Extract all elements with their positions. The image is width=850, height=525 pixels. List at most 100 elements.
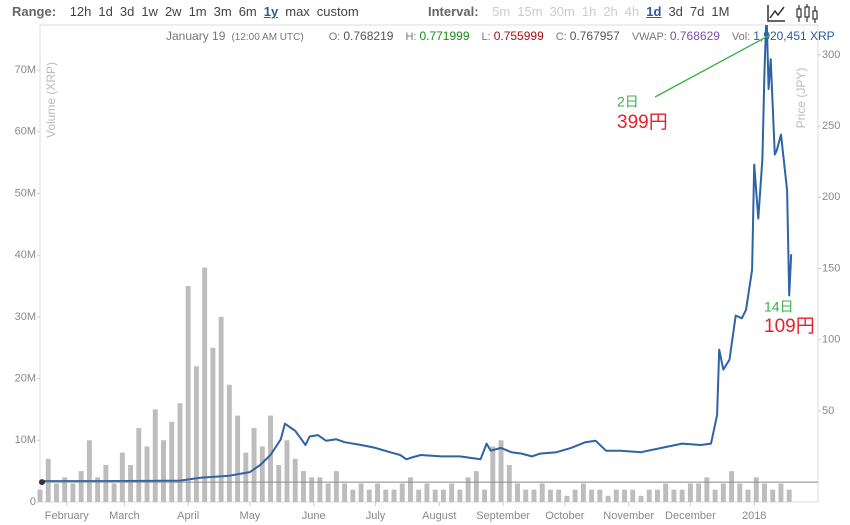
y-axis-label: Volume (XRP) — [44, 62, 58, 138]
volume-bar — [762, 483, 767, 502]
y-tick-label: 20M — [15, 372, 36, 384]
volume-bar — [177, 403, 183, 502]
volume-bar — [259, 446, 265, 502]
volume-bar — [671, 489, 677, 502]
volume-bar — [78, 471, 84, 502]
volume-bar — [119, 452, 125, 502]
range-option[interactable]: 2w — [164, 4, 182, 19]
volume-bar — [482, 489, 488, 502]
range-option[interactable]: 1y — [263, 4, 279, 19]
volume-bar — [786, 489, 792, 502]
range-option[interactable]: 1d — [98, 4, 113, 19]
volume-bar — [342, 483, 348, 502]
interval-option[interactable]: 1M — [711, 4, 730, 19]
range-option[interactable]: 3d — [119, 4, 135, 19]
volume-bar — [185, 286, 191, 502]
chart-type-icons — [767, 4, 818, 23]
quote-label: O: — [328, 31, 341, 43]
volume-bar — [498, 440, 504, 502]
interval-option[interactable]: 1d — [646, 4, 662, 19]
range-option[interactable]: 6m — [238, 4, 257, 19]
volume-bar — [408, 477, 413, 502]
quote-time: (12:00 AM UTC) — [231, 32, 304, 43]
volume-bar — [506, 464, 512, 502]
volume-bar — [70, 483, 76, 502]
volume-bar — [605, 495, 611, 502]
range-option[interactable]: 1m — [188, 4, 207, 19]
candlestick-icon[interactable] — [796, 4, 818, 23]
range-option[interactable]: custom — [316, 4, 359, 19]
baseline-dot — [39, 479, 45, 486]
volume-bar — [161, 440, 166, 502]
interval-selector: Interval: 5m 15m 30m 1h 2h 4h 1d 3d 7d 1M — [428, 4, 736, 22]
y2-axis-label: Price (JPY) — [794, 68, 808, 129]
volume-bar — [490, 446, 496, 502]
volume-bar — [729, 471, 735, 502]
volume-bar — [292, 458, 298, 502]
volume-bar — [745, 489, 751, 502]
range-option[interactable]: 1w — [141, 4, 158, 19]
y2-tick-label: 200 — [822, 191, 840, 203]
y2-tick-label: 250 — [822, 120, 840, 132]
volume-bar — [86, 440, 92, 502]
volume-bar — [309, 477, 315, 502]
quote-value: 0.768629 — [669, 29, 720, 43]
volume-bar — [737, 483, 743, 502]
y-tick-label: 60M — [15, 126, 36, 138]
x-tick-label: November — [603, 510, 654, 522]
volume-bar — [704, 477, 710, 502]
interval-option[interactable]: 15m — [517, 4, 543, 19]
x-tick-label: April — [177, 510, 199, 522]
volume-bar — [169, 421, 175, 502]
volume-bar — [679, 489, 685, 502]
volume-bar — [325, 483, 331, 502]
interval-option[interactable]: 30m — [549, 4, 575, 19]
x-tick-label: 2018 — [742, 510, 766, 522]
volume-bar — [449, 483, 455, 502]
x-tick-label: August — [422, 510, 456, 522]
quote-value: 0.768219 — [343, 29, 394, 43]
volume-bar — [654, 489, 660, 502]
volume-bar — [712, 489, 718, 502]
price-lines — [40, 25, 793, 483]
volume-bar — [696, 483, 702, 502]
volume-bar — [284, 440, 290, 502]
interval-option[interactable]: 7d — [689, 4, 705, 19]
x-tick-label: June — [302, 510, 326, 522]
volume-bar — [753, 477, 759, 502]
volume-bar — [136, 427, 142, 502]
volume-bar — [580, 483, 586, 502]
interval-option[interactable]: 5m — [492, 4, 511, 19]
interval-option[interactable]: 4h — [624, 4, 640, 19]
y-tick-label: 10M — [15, 434, 36, 446]
volume-bar — [202, 267, 208, 502]
line-chart-icon[interactable] — [767, 5, 785, 22]
range-option[interactable]: 3m — [213, 4, 232, 19]
interval-option[interactable]: 1h — [581, 4, 597, 19]
range-option[interactable]: max — [285, 4, 310, 19]
quote-value: 0.755999 — [493, 29, 544, 43]
interval-option[interactable]: 2h — [603, 4, 618, 19]
quote-label: H: — [405, 31, 417, 43]
volume-bar — [268, 415, 273, 502]
volume-bar — [663, 483, 669, 502]
volume-bar — [366, 489, 372, 502]
y-tick-label: 40M — [15, 249, 36, 261]
volume-bar — [391, 489, 397, 502]
volume-bar — [226, 384, 232, 502]
interval-option[interactable]: 3d — [668, 4, 683, 19]
volume-bar — [375, 483, 381, 502]
volume-bar — [424, 483, 430, 502]
y-tick-label: 30M — [15, 311, 36, 323]
annotation-price: 109円 — [764, 316, 815, 337]
volume-bar — [638, 495, 644, 502]
volume-bar — [687, 483, 693, 502]
volume-bar — [111, 483, 117, 502]
range-option[interactable]: 12h — [69, 4, 92, 19]
volume-bar — [531, 489, 537, 502]
volume-bar — [53, 483, 59, 502]
volume-bar — [778, 483, 784, 502]
y-tick-label: 70M — [15, 64, 36, 76]
volume-bar — [300, 471, 306, 502]
